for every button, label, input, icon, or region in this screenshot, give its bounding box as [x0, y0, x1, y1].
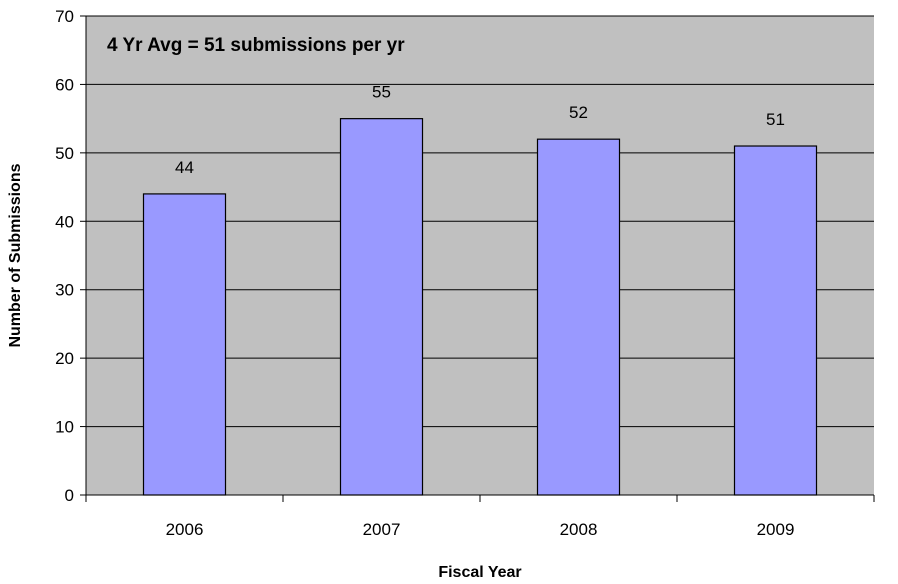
bar: [733, 145, 818, 496]
y-tick-label: 70: [55, 7, 74, 26]
average-annotation: 4 Yr Avg = 51 submissions per yr: [107, 35, 405, 56]
y-tick-label: 30: [55, 281, 74, 300]
data-label: 51: [766, 110, 785, 129]
y-tick-label: 40: [55, 212, 74, 231]
x-tick-label: 2009: [757, 520, 795, 539]
data-labels: 44 55 52 51: [175, 83, 785, 177]
y-tick-label: 60: [55, 75, 74, 94]
data-label: 44: [175, 158, 194, 177]
x-tick-label: 2006: [166, 520, 204, 539]
bar: [339, 118, 424, 496]
y-tick-label: 20: [55, 349, 74, 368]
y-axis-title: Number of Submissions: [7, 163, 24, 347]
x-tick-label: 2008: [560, 520, 598, 539]
x-tick-labels: 2006 2007 2008 2009: [166, 520, 795, 539]
y-tick-label: 50: [55, 144, 74, 163]
x-tick-label: 2007: [363, 520, 401, 539]
y-tick-labels: 0 10 20 30 40 50 60 70: [55, 7, 74, 505]
data-label: 52: [569, 103, 588, 122]
data-label: 55: [372, 83, 391, 102]
bar: [142, 193, 227, 496]
bar: [536, 138, 621, 496]
y-tick-label: 10: [55, 418, 74, 437]
x-axis-title: Fiscal Year: [438, 564, 521, 581]
y-tick-label: 0: [65, 486, 74, 505]
axes: [80, 15, 875, 502]
